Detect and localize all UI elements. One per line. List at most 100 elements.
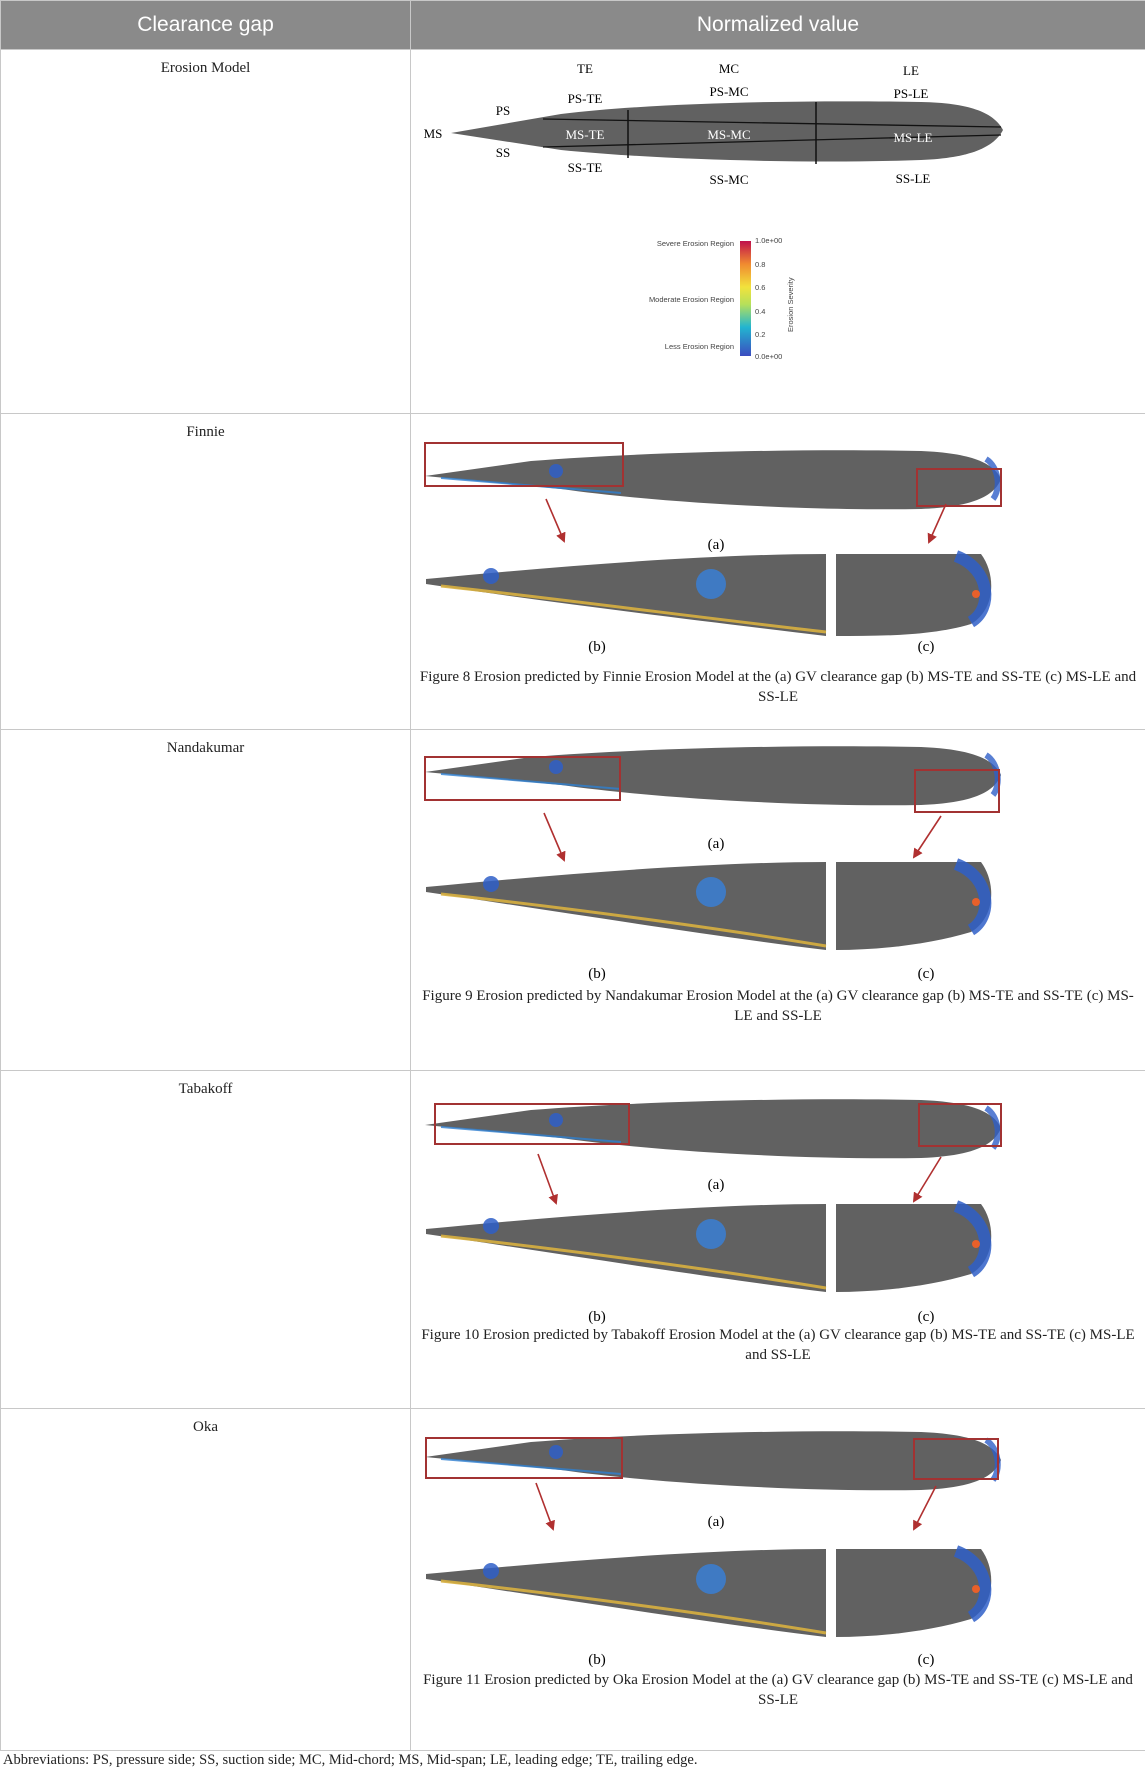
label-ps-le: PS-LE [894, 86, 929, 101]
label-ms: MS [424, 126, 443, 141]
legend-tick-06: 0.6 [755, 283, 765, 292]
figure-cell: (a) (b) (c) Figure 11 Erosion predicted by… [410, 1408, 1145, 1751]
legend-tick-0: 0.0e+00 [755, 352, 782, 361]
blade-schematic: TE MC LE PS PS-TE PS-MC PS-LE MS MS-TE M… [424, 61, 1003, 361]
figure-cell: (a) (b) (c) Figure 10 Erosion predicted by… [410, 1070, 1145, 1409]
tabakoff-figure: (a) (b) (c) [425, 1099, 1002, 1325]
figure-caption: Figure 10 Erosion predicted by Tabakoff … [421, 1327, 1135, 1363]
highlight-box-te [424, 442, 624, 487]
label-mc: MC [719, 61, 739, 76]
blade-full [425, 1431, 1001, 1491]
label-ss-te: SS-TE [568, 160, 603, 175]
figure-caption: Figure 9 Erosion predicted by Nandakumar… [422, 988, 1134, 1024]
severity-legend: Severe Erosion Region Moderate Erosion R… [649, 236, 795, 361]
zoom-arrow [537, 1153, 558, 1205]
highlight-box-le [913, 1438, 999, 1480]
erosion-le [984, 456, 1001, 501]
erosion-le [953, 858, 992, 936]
label-ss-le: SS-LE [896, 171, 931, 186]
erosion-spot [483, 1563, 499, 1579]
legend-tick-04: 0.4 [755, 307, 765, 316]
subfig-label-b: (b) [588, 1309, 606, 1325]
legend-tick-1: 1.0e+00 [755, 236, 782, 245]
erosion-spot [483, 568, 499, 584]
legend-tick-08: 0.8 [755, 260, 765, 269]
figure-cell: (a) (b) (c) Figure 9 Erosion predicted by … [410, 729, 1145, 1071]
subfig-label-c: (c) [918, 966, 935, 982]
table-row: Tabakoff (a) (b) (c) Figure 10 Erosion pre… [0, 1070, 1145, 1409]
label-ms-mc: MS-MC [707, 127, 750, 142]
zoom-arrow [927, 503, 947, 544]
subfig-label-b: (b) [588, 1652, 606, 1668]
highlight-box-le [914, 769, 1000, 813]
erosion-spot [696, 1564, 726, 1594]
erosion-spot [549, 464, 563, 478]
highlight-box-te [434, 1103, 630, 1145]
erosion-streak [440, 1126, 622, 1143]
subfig-label-c: (c) [918, 1652, 935, 1668]
row-label: Oka [0, 1408, 411, 1751]
blade-zoom-te [426, 554, 826, 636]
erosion-spot [696, 569, 726, 599]
blade-full [425, 746, 1001, 806]
blade-zoom-te [426, 1549, 826, 1637]
subfig-label-a: (a) [708, 1514, 725, 1530]
figure-caption: Figure 11 Erosion predicted by Oka Erosi… [423, 1672, 1133, 1708]
subfig-label-a: (a) [708, 537, 725, 553]
erosion-hotspot [972, 1585, 980, 1593]
legend-moderate-label: Moderate Erosion Region [649, 295, 734, 304]
legend-severe-label: Severe Erosion Region [657, 239, 734, 248]
erosion-streak [440, 892, 827, 948]
oka-figure: (a) (b) (c) [425, 1431, 1001, 1668]
schematic-cell: TE MC LE PS PS-TE PS-MC PS-LE MS MS-TE M… [410, 49, 1145, 414]
legend-less-label: Less Erosion Region [665, 342, 734, 351]
label-ps: PS [496, 103, 510, 118]
table-row: Finnie (a) (b) (c) Figure 8 Erosion predic… [0, 413, 1145, 730]
row-label: Finnie [0, 413, 411, 730]
highlight-box-le [916, 468, 1002, 507]
legend-colorbar [740, 241, 751, 356]
erosion-le [953, 1545, 992, 1623]
nandakumar-figure: (a) (b) (c) [424, 746, 1001, 982]
blade-shape [451, 101, 1003, 162]
erosion-streak [440, 1458, 622, 1475]
erosion-spot [696, 877, 726, 907]
blade-full [425, 450, 1001, 510]
label-ss: SS [496, 145, 510, 160]
label-ms-te: MS-TE [566, 127, 605, 142]
table-row: Erosion Model TE MC LE PS PS-TE PS-M [0, 49, 1145, 414]
erosion-spot [483, 876, 499, 892]
erosion-streak [440, 1579, 827, 1635]
table-row: Nandakumar (a) (b) (c) Figure 9 Erosion pr… [0, 729, 1145, 1071]
label-le: LE [903, 63, 919, 78]
blade-zoom-te [426, 1204, 826, 1292]
highlight-box-te [424, 756, 621, 801]
blade-full [425, 1099, 1001, 1159]
highlight-box-te [425, 1437, 623, 1479]
erosion-streak [440, 584, 827, 634]
erosion-spot [549, 760, 563, 774]
finnie-figure: (a) (b) (c) [424, 442, 1002, 655]
subfig-label-b: (b) [588, 639, 606, 655]
abbreviations-footnote: Abbreviations: PS, pressure side; SS, su… [3, 1752, 698, 1768]
blade-zoom-le [836, 554, 992, 636]
legend-tick-02: 0.2 [755, 330, 765, 339]
zoom-arrow [545, 498, 566, 543]
erosion-spot [549, 1445, 563, 1459]
label-te: TE [577, 61, 593, 76]
label-ps-mc: PS-MC [709, 84, 748, 99]
table-row: Oka (a) (b) (c) Figure 11 Erosion predicte… [0, 1408, 1145, 1751]
blade-zoom-le [836, 1204, 992, 1292]
header-clearance-gap: Clearance gap [0, 0, 411, 50]
label-ps-te: PS-TE [568, 91, 603, 106]
row-label: Tabakoff [0, 1070, 411, 1409]
blade-zoom-te [426, 862, 826, 950]
header-normalized-value: Normalized value [410, 0, 1145, 50]
erosion-streak [440, 1234, 827, 1290]
figure-caption: Figure 8 Erosion predicted by Finnie Ero… [419, 669, 1137, 705]
label-ms-le: MS-LE [894, 130, 933, 145]
erosion-spot [549, 1113, 563, 1127]
zoom-arrow [535, 1482, 555, 1531]
subfig-label-a: (a) [708, 836, 725, 852]
